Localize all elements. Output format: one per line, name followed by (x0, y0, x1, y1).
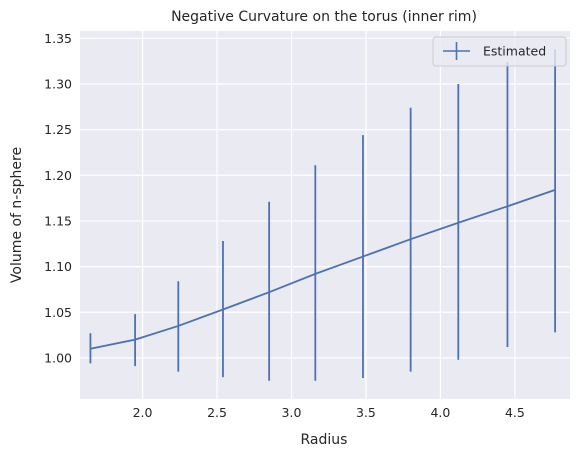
series-lines (90, 189, 556, 350)
x-tick-label: 3.5 (356, 405, 376, 420)
y-tick-label: 1.20 (44, 168, 72, 183)
x-tick-label: 4.5 (505, 405, 525, 420)
legend-label: Estimated (483, 44, 546, 59)
y-tick-label: 1.35 (44, 31, 72, 46)
x-axis-ticks: 2.0 2.5 3.0 3.5 4.0 4.5 (133, 405, 525, 420)
series-line-estimated (90, 189, 556, 350)
legend-box (432, 36, 567, 67)
plot-area (80, 31, 570, 399)
y-tick-label: 1.10 (44, 259, 72, 274)
x-tick-label: 4.0 (430, 405, 450, 420)
y-tick-label: 1.25 (44, 122, 72, 137)
y-tick-label: 1.05 (44, 305, 72, 320)
x-tick-label: 2.0 (133, 405, 153, 420)
y-tick-label: 1.15 (44, 213, 72, 228)
legend: Estimated (432, 36, 567, 67)
x-tick-label: 2.5 (207, 405, 227, 420)
y-axis-ticks: 1.00 1.05 1.10 1.15 1.20 1.25 1.30 1.35 (44, 31, 72, 366)
chart-title: Negative Curvature on the torus (inner r… (171, 9, 477, 25)
x-axis-label: Radius (301, 432, 348, 448)
x-tick-label: 3.0 (282, 405, 302, 420)
y-axis-label: Volume of n-sphere (9, 147, 25, 283)
y-tick-label: 1.00 (44, 350, 72, 365)
y-tick-label: 1.30 (44, 76, 72, 91)
